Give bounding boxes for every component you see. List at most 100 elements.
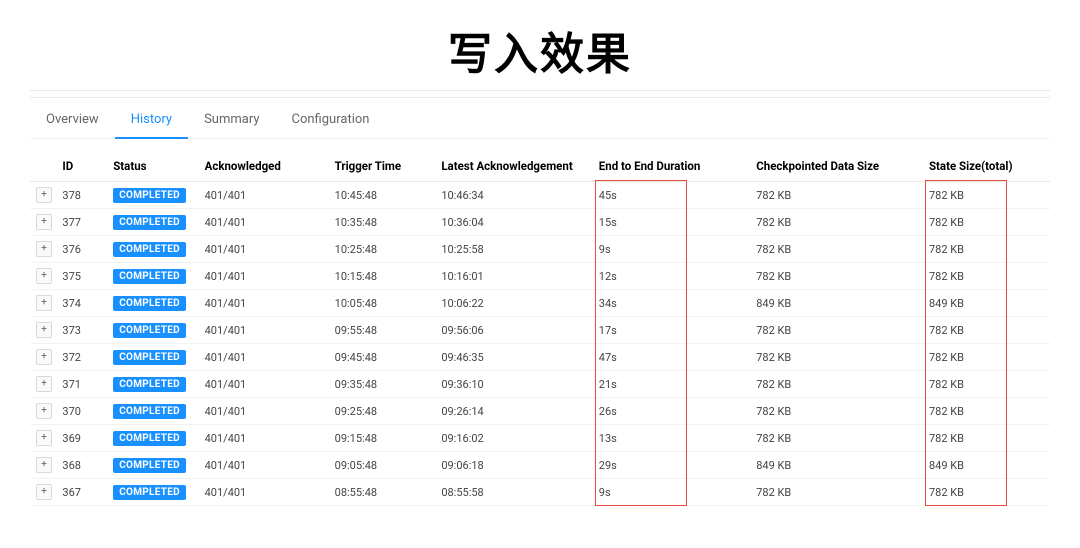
- status-badge: COMPLETED: [113, 485, 186, 500]
- cell-duration: 29s: [593, 452, 750, 479]
- page-title: 写入效果: [0, 18, 1080, 82]
- cell-data-size: 782 KB: [750, 425, 923, 452]
- cell-duration: 45s: [593, 182, 750, 209]
- cell-latest-ack: 09:06:18: [435, 452, 592, 479]
- table-row: +375COMPLETED401/40110:15:4810:16:0112s7…: [30, 263, 1050, 290]
- cell-acknowledged: 401/401: [199, 236, 329, 263]
- col-state-size-total: State Size(total): [923, 151, 1050, 182]
- cell-id: 368: [56, 452, 107, 479]
- table-row: +372COMPLETED401/40109:45:4809:46:3547s7…: [30, 344, 1050, 371]
- cell-trigger-time: 10:35:48: [329, 209, 436, 236]
- cell-duration: 47s: [593, 344, 750, 371]
- cell-acknowledged: 401/401: [199, 209, 329, 236]
- expand-row-button[interactable]: +: [36, 295, 52, 311]
- col-expand: [30, 151, 56, 182]
- cell-data-size: 782 KB: [750, 371, 923, 398]
- cell-state-size: 782 KB: [923, 479, 1050, 506]
- col-checkpointed-data-size: Checkpointed Data Size: [750, 151, 923, 182]
- table-row: +369COMPLETED401/40109:15:4809:16:0213s7…: [30, 425, 1050, 452]
- expand-row-button[interactable]: +: [36, 322, 52, 338]
- tab-bar: Overview History Summary Configuration: [30, 102, 1050, 139]
- cell-latest-ack: 10:16:01: [435, 263, 592, 290]
- cell-trigger-time: 10:05:48: [329, 290, 436, 317]
- expand-row-button[interactable]: +: [36, 241, 52, 257]
- expand-row-button[interactable]: +: [36, 484, 52, 500]
- cell-id: 377: [56, 209, 107, 236]
- checkpoint-table-container: ID Status Acknowledged Trigger Time Late…: [30, 151, 1050, 506]
- cell-id: 375: [56, 263, 107, 290]
- table-row: +376COMPLETED401/40110:25:4810:25:589s78…: [30, 236, 1050, 263]
- expand-row-button[interactable]: +: [36, 214, 52, 230]
- tab-configuration[interactable]: Configuration: [276, 102, 386, 138]
- cell-acknowledged: 401/401: [199, 425, 329, 452]
- table-row: +377COMPLETED401/40110:35:4810:36:0415s7…: [30, 209, 1050, 236]
- expand-row-button[interactable]: +: [36, 376, 52, 392]
- cell-data-size: 782 KB: [750, 344, 923, 371]
- divider: [30, 90, 1050, 98]
- cell-id: 372: [56, 344, 107, 371]
- expand-row-button[interactable]: +: [36, 187, 52, 203]
- cell-duration: 12s: [593, 263, 750, 290]
- expand-row-button[interactable]: +: [36, 457, 52, 473]
- table-row: +371COMPLETED401/40109:35:4809:36:1021s7…: [30, 371, 1050, 398]
- tab-history[interactable]: History: [115, 102, 188, 139]
- cell-duration: 9s: [593, 236, 750, 263]
- cell-state-size: 782 KB: [923, 182, 1050, 209]
- cell-latest-ack: 09:16:02: [435, 425, 592, 452]
- cell-data-size: 782 KB: [750, 479, 923, 506]
- expand-row-button[interactable]: +: [36, 349, 52, 365]
- status-badge: COMPLETED: [113, 188, 186, 203]
- tab-overview[interactable]: Overview: [30, 102, 115, 138]
- cell-data-size: 782 KB: [750, 236, 923, 263]
- cell-latest-ack: 09:56:06: [435, 317, 592, 344]
- cell-latest-ack: 10:06:22: [435, 290, 592, 317]
- cell-trigger-time: 09:15:48: [329, 425, 436, 452]
- cell-id: 373: [56, 317, 107, 344]
- tab-summary[interactable]: Summary: [188, 102, 275, 138]
- cell-duration: 15s: [593, 209, 750, 236]
- cell-latest-ack: 09:36:10: [435, 371, 592, 398]
- expand-row-button[interactable]: +: [36, 268, 52, 284]
- col-end-to-end-duration: End to End Duration: [593, 151, 750, 182]
- cell-latest-ack: 10:46:34: [435, 182, 592, 209]
- table-row: +370COMPLETED401/40109:25:4809:26:1426s7…: [30, 398, 1050, 425]
- cell-id: 367: [56, 479, 107, 506]
- page-title-bar: 写入效果: [0, 0, 1080, 90]
- status-badge: COMPLETED: [113, 215, 186, 230]
- status-badge: COMPLETED: [113, 377, 186, 392]
- cell-state-size: 782 KB: [923, 317, 1050, 344]
- expand-row-button[interactable]: +: [36, 430, 52, 446]
- cell-state-size: 782 KB: [923, 236, 1050, 263]
- cell-data-size: 782 KB: [750, 209, 923, 236]
- col-latest-ack: Latest Acknowledgement: [435, 151, 592, 182]
- cell-latest-ack: 09:46:35: [435, 344, 592, 371]
- cell-data-size: 849 KB: [750, 290, 923, 317]
- cell-trigger-time: 09:45:48: [329, 344, 436, 371]
- status-badge: COMPLETED: [113, 269, 186, 284]
- checkpoint-table: ID Status Acknowledged Trigger Time Late…: [30, 151, 1050, 506]
- cell-data-size: 782 KB: [750, 263, 923, 290]
- status-badge: COMPLETED: [113, 404, 186, 419]
- status-badge: COMPLETED: [113, 323, 186, 338]
- cell-acknowledged: 401/401: [199, 452, 329, 479]
- cell-trigger-time: 09:05:48: [329, 452, 436, 479]
- cell-trigger-time: 10:15:48: [329, 263, 436, 290]
- cell-duration: 21s: [593, 371, 750, 398]
- cell-state-size: 782 KB: [923, 209, 1050, 236]
- status-badge: COMPLETED: [113, 242, 186, 257]
- expand-row-button[interactable]: +: [36, 403, 52, 419]
- col-trigger-time: Trigger Time: [329, 151, 436, 182]
- cell-duration: 13s: [593, 425, 750, 452]
- col-status: Status: [107, 151, 198, 182]
- cell-duration: 34s: [593, 290, 750, 317]
- table-row: +367COMPLETED401/40108:55:4808:55:589s78…: [30, 479, 1050, 506]
- cell-latest-ack: 10:25:58: [435, 236, 592, 263]
- cell-id: 370: [56, 398, 107, 425]
- table-header-row: ID Status Acknowledged Trigger Time Late…: [30, 151, 1050, 182]
- cell-acknowledged: 401/401: [199, 479, 329, 506]
- cell-acknowledged: 401/401: [199, 182, 329, 209]
- col-acknowledged: Acknowledged: [199, 151, 329, 182]
- cell-duration: 9s: [593, 479, 750, 506]
- status-badge: COMPLETED: [113, 296, 186, 311]
- cell-state-size: 782 KB: [923, 425, 1050, 452]
